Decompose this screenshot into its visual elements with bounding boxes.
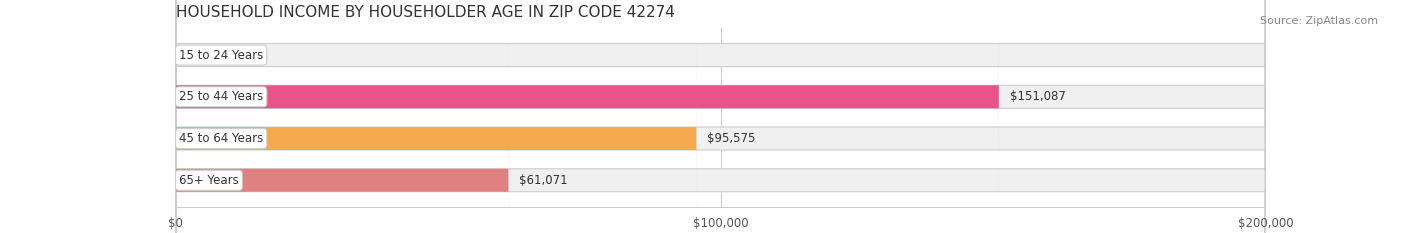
Text: $151,087: $151,087 — [1010, 90, 1066, 103]
FancyBboxPatch shape — [176, 0, 1265, 233]
FancyBboxPatch shape — [176, 0, 696, 233]
Text: $95,575: $95,575 — [707, 132, 756, 145]
FancyBboxPatch shape — [176, 0, 509, 233]
Text: HOUSEHOLD INCOME BY HOUSEHOLDER AGE IN ZIP CODE 42274: HOUSEHOLD INCOME BY HOUSEHOLDER AGE IN Z… — [176, 5, 675, 20]
Text: $0: $0 — [187, 48, 201, 62]
Text: 65+ Years: 65+ Years — [179, 174, 239, 187]
FancyBboxPatch shape — [176, 0, 998, 233]
FancyBboxPatch shape — [176, 0, 1265, 233]
FancyBboxPatch shape — [176, 0, 1265, 233]
Text: 15 to 24 Years: 15 to 24 Years — [179, 48, 263, 62]
FancyBboxPatch shape — [176, 0, 1265, 233]
Text: 25 to 44 Years: 25 to 44 Years — [179, 90, 263, 103]
Text: 45 to 64 Years: 45 to 64 Years — [179, 132, 263, 145]
Text: $61,071: $61,071 — [519, 174, 568, 187]
Text: Source: ZipAtlas.com: Source: ZipAtlas.com — [1260, 16, 1378, 26]
